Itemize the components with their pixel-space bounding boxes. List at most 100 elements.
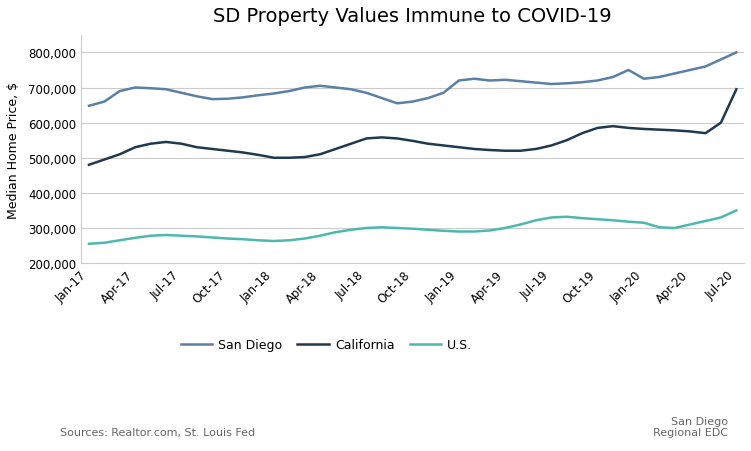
California	[608, 124, 617, 129]
U.S.	[285, 238, 294, 244]
U.S.	[624, 220, 633, 225]
U.S.	[377, 225, 386, 230]
Line: U.S.: U.S.	[89, 211, 736, 244]
San Diego	[532, 81, 541, 86]
U.S.	[470, 229, 479, 235]
U.S.	[161, 233, 170, 238]
California	[655, 128, 664, 133]
U.S.	[516, 222, 525, 228]
Text: San Diego
Regional EDC: San Diego Regional EDC	[653, 416, 728, 437]
California	[100, 157, 109, 163]
California	[116, 152, 125, 157]
San Diego	[208, 97, 217, 102]
San Diego	[116, 89, 125, 95]
California	[439, 143, 448, 149]
California	[131, 145, 140, 151]
U.S.	[177, 234, 186, 239]
California	[624, 126, 633, 131]
U.S.	[208, 235, 217, 241]
San Diego	[562, 82, 572, 87]
California	[346, 142, 355, 147]
San Diego	[270, 92, 279, 97]
California	[516, 149, 525, 154]
San Diego	[655, 75, 664, 81]
California	[501, 149, 510, 154]
U.S.	[315, 234, 324, 239]
San Diego	[701, 64, 710, 70]
Legend: San Diego, California, U.S.: San Diego, California, U.S.	[176, 334, 477, 356]
U.S.	[331, 230, 340, 235]
San Diego	[177, 91, 186, 96]
California	[377, 135, 386, 141]
San Diego	[485, 78, 494, 84]
U.S.	[192, 234, 201, 239]
U.S.	[100, 240, 109, 246]
Y-axis label: Median Home Price, $: Median Home Price, $	[7, 81, 20, 218]
San Diego	[223, 97, 232, 102]
San Diego	[161, 87, 170, 93]
San Diego	[424, 96, 433, 101]
California	[84, 163, 93, 168]
California	[454, 145, 463, 151]
U.S.	[346, 228, 355, 233]
San Diego	[84, 104, 93, 109]
San Diego	[239, 96, 248, 101]
San Diego	[408, 100, 417, 105]
San Diego	[100, 100, 109, 105]
U.S.	[424, 228, 433, 233]
U.S.	[439, 229, 448, 234]
U.S.	[454, 229, 463, 235]
California	[639, 127, 648, 133]
California	[716, 121, 725, 126]
Title: SD Property Values Immune to COVID-19: SD Property Values Immune to COVID-19	[213, 7, 612, 26]
U.S.	[701, 219, 710, 224]
U.S.	[270, 239, 279, 244]
Text: Sources: Realtor.com, St. Louis Fed: Sources: Realtor.com, St. Louis Fed	[60, 428, 255, 437]
California	[731, 87, 740, 93]
California	[470, 147, 479, 152]
U.S.	[686, 222, 695, 228]
U.S.	[608, 218, 617, 224]
San Diego	[393, 101, 402, 107]
California	[300, 155, 309, 161]
San Diego	[731, 51, 740, 56]
San Diego	[315, 84, 324, 89]
California	[547, 143, 556, 149]
U.S.	[408, 226, 417, 232]
California	[331, 147, 340, 152]
California	[362, 136, 371, 142]
San Diego	[362, 91, 371, 96]
California	[285, 156, 294, 161]
U.S.	[146, 234, 155, 239]
U.S.	[393, 226, 402, 231]
San Diego	[254, 93, 263, 99]
U.S.	[593, 217, 602, 222]
U.S.	[223, 236, 232, 242]
California	[208, 147, 217, 152]
San Diego	[624, 68, 633, 74]
U.S.	[655, 225, 664, 230]
San Diego	[331, 86, 340, 91]
San Diego	[501, 78, 510, 83]
U.S.	[84, 242, 93, 247]
San Diego	[377, 96, 386, 101]
California	[593, 126, 602, 131]
U.S.	[485, 228, 494, 234]
U.S.	[239, 237, 248, 242]
California	[254, 153, 263, 158]
San Diego	[593, 78, 602, 84]
California	[562, 138, 572, 143]
California	[177, 142, 186, 147]
California	[192, 145, 201, 151]
San Diego	[639, 77, 648, 82]
U.S.	[578, 216, 587, 221]
California	[578, 131, 587, 137]
California	[146, 142, 155, 147]
San Diego	[470, 77, 479, 82]
San Diego	[346, 87, 355, 93]
U.S.	[254, 238, 263, 244]
U.S.	[547, 215, 556, 221]
U.S.	[116, 238, 125, 244]
California	[393, 136, 402, 142]
San Diego	[578, 80, 587, 86]
